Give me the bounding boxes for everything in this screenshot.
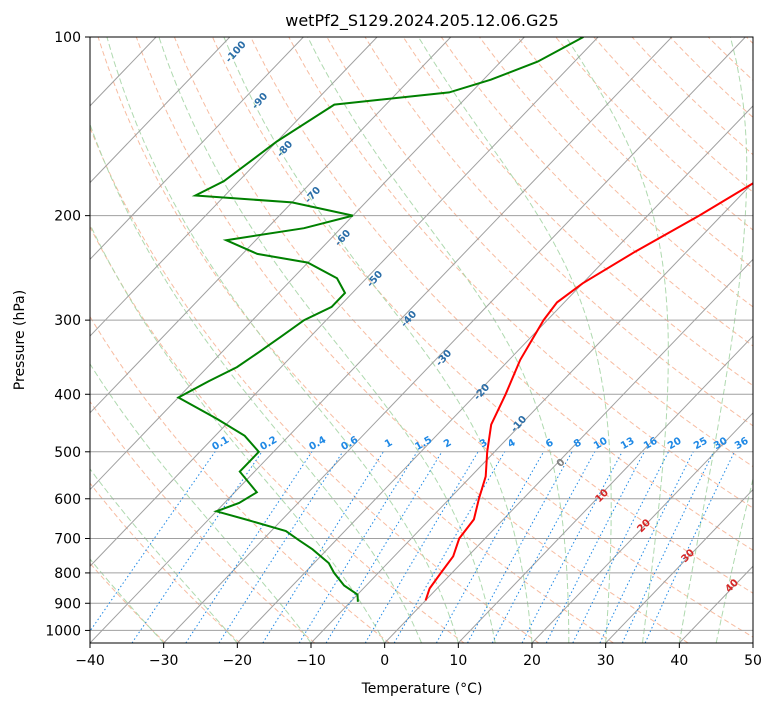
y-tick-label: 800 (54, 566, 81, 582)
x-tick-label: −20 (223, 653, 253, 669)
y-tick-label: 600 (54, 492, 81, 508)
moist-adiabat (106, 37, 459, 643)
isotherm (90, 37, 231, 184)
isotherm (90, 37, 599, 567)
y-axis-label: Pressure (hPa) (12, 290, 28, 390)
dry-adiabat (440, 37, 753, 347)
isotherm (90, 37, 525, 491)
mixing-ratio-line (435, 451, 545, 643)
mixing-ratio-line (131, 451, 263, 643)
dry-adiabat (631, 37, 753, 156)
dry-adiabat (593, 37, 753, 193)
mixing-ratio-label: 3 (478, 437, 490, 450)
x-tick-label: 0 (380, 653, 389, 669)
isotherm (605, 488, 753, 643)
moist-adiabat (90, 558, 165, 643)
x-tick-label: 30 (597, 653, 615, 669)
isotherm (310, 181, 753, 643)
grid-layer (90, 37, 753, 643)
isotherm (90, 37, 452, 414)
isotherm (163, 37, 746, 643)
dry-adiabat (212, 37, 753, 594)
mixing-ratio-line (491, 451, 596, 643)
dry-adiabat (250, 37, 753, 551)
isotherm (90, 37, 673, 643)
x-tick-label: 50 (744, 653, 762, 669)
moist-adiabat (678, 37, 748, 643)
x-tick-label: 20 (523, 653, 541, 669)
moist-adiabat (158, 37, 496, 643)
mixing-ratio-label: 2 (442, 437, 454, 450)
mixing-ratio-label: 6 (544, 437, 556, 450)
isotherm (236, 105, 753, 643)
dry-adiabat (90, 126, 540, 643)
isotherm (457, 335, 753, 643)
mixing-ratio-line (467, 451, 573, 643)
dry-adiabat (173, 37, 753, 638)
moist-adiabat (90, 363, 312, 643)
mixing-ratio-label: 4 (506, 437, 518, 450)
moist-adiabat (90, 123, 422, 643)
dry-adiabat (517, 37, 753, 269)
mixing-ratio-line (621, 451, 715, 643)
chart-title: wetPf2_S129.2024.205.12.06.G25 (285, 11, 559, 31)
x-tick-label: 40 (670, 653, 688, 669)
x-tick-label: −30 (149, 653, 179, 669)
mixing-ratio-line (644, 451, 735, 643)
moist-adiabat (223, 37, 533, 643)
x-axis-label: Temperature (°C) (361, 681, 483, 697)
mixing-ratio-line (393, 451, 506, 643)
x-tick-label: −40 (75, 653, 105, 669)
dry-adiabat (90, 400, 316, 643)
mixing-ratio-line (325, 451, 443, 643)
series-layer (176, 37, 753, 602)
moist-adiabat (417, 37, 612, 643)
mixing-ratio-label: 1 (383, 437, 395, 450)
dry-adiabat (90, 225, 465, 643)
x-tick-label: 10 (449, 653, 467, 669)
dry-adiabat (364, 37, 753, 427)
dry-adiabat (402, 37, 753, 387)
isotherm (752, 642, 753, 643)
isotherm (531, 412, 753, 643)
moist-adiabat (90, 468, 238, 643)
mixing-ratio-line (298, 451, 418, 643)
mixing-ratio-line (90, 451, 216, 632)
y-tick-label: 900 (54, 596, 81, 612)
isotherm (384, 258, 753, 643)
mixing-ratio-line (599, 451, 694, 643)
y-tick-label: 100 (54, 30, 81, 46)
moist-adiabat (90, 223, 386, 643)
mixing-ratio-line (364, 451, 479, 643)
y-tick-label: 200 (54, 209, 81, 225)
mixing-ratio-line (262, 451, 384, 643)
isotherm (90, 37, 304, 261)
moist-adiabat (307, 37, 570, 643)
y-tick-label: 500 (54, 445, 81, 461)
dry-adiabat (90, 315, 390, 643)
dewpoint-profile-line (176, 37, 584, 602)
dry-adiabat (135, 37, 689, 643)
y-tick-label: 400 (54, 387, 81, 403)
tick-layer: −40 −30 −20 −10 0 10 20 30 40 50 100 200 300 400 500 60… (45, 30, 762, 669)
mixing-ratio-label: 8 (572, 437, 584, 450)
isotherm (90, 37, 378, 337)
x-tick-label: −10 (296, 653, 326, 669)
y-tick-label: 700 (54, 532, 81, 548)
plot-frame (89, 36, 754, 644)
y-tick-label: 300 (54, 313, 81, 329)
moist-adiabat (565, 37, 669, 643)
y-tick-label: 1000 (45, 623, 81, 639)
temperature-profile-line (424, 182, 753, 601)
